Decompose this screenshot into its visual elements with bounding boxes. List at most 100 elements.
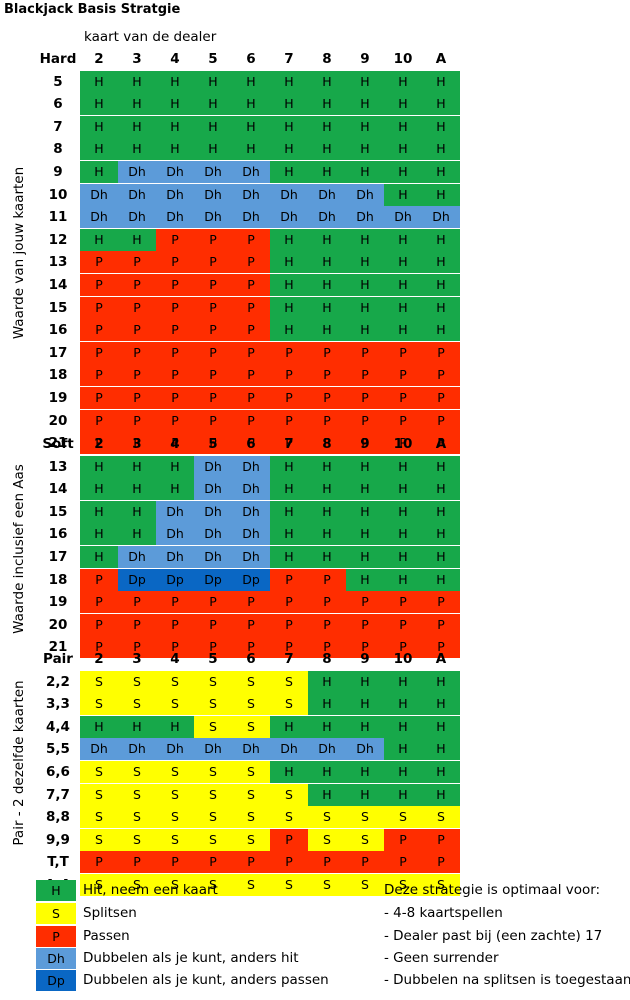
- strategy-cell: H: [308, 783, 346, 806]
- strategy-cell: H: [80, 715, 118, 738]
- strategy-cell: H: [118, 115, 156, 138]
- strategy-cell: P: [156, 228, 194, 251]
- section-title: Soft: [42, 436, 74, 452]
- strategy-cell: S: [194, 670, 232, 693]
- hand-value-label: 15: [48, 503, 68, 520]
- hand-value-label: 5,5: [46, 741, 70, 758]
- strategy-cell: H: [384, 70, 422, 93]
- strategy-cell: H: [346, 715, 384, 738]
- strategy-cell: H: [118, 500, 156, 523]
- strategy-cell: P: [270, 591, 308, 614]
- strategy-cell: P: [308, 364, 346, 387]
- strategy-cell: S: [194, 806, 232, 829]
- dealer-card-header: 10: [393, 651, 413, 667]
- hand-value-label: 5: [53, 73, 63, 90]
- legend-label: Hit, neem een kaart: [83, 882, 218, 898]
- strategy-cell: S: [194, 693, 232, 716]
- strategy-cell: H: [384, 251, 422, 274]
- strategy-cell: H: [384, 568, 422, 591]
- strategy-cell: P: [118, 432, 156, 455]
- strategy-cell: P: [80, 591, 118, 614]
- strategy-cell: H: [346, 138, 384, 161]
- strategy-cell: H: [270, 296, 308, 319]
- strategy-cell: H: [422, 523, 460, 546]
- strategy-cell: Dh: [422, 206, 460, 229]
- strategy-cell: S: [156, 874, 194, 896]
- strategy-cell: P: [422, 387, 460, 409]
- strategy-cell: H: [384, 523, 422, 546]
- strategy-cell: H: [270, 715, 308, 738]
- strategy-cell: P: [194, 341, 232, 364]
- legend-swatch: Dh: [36, 948, 76, 969]
- strategy-cell: Dh: [80, 738, 118, 761]
- strategy-cell: S: [384, 874, 422, 896]
- dealer-card-header: 8: [322, 51, 332, 67]
- strategy-cell: Dh: [308, 738, 346, 761]
- strategy-cell: P: [194, 319, 232, 342]
- strategy-cell: H: [308, 228, 346, 251]
- strategy-cell: S: [194, 783, 232, 806]
- strategy-cell: P: [118, 613, 156, 636]
- dealer-card-header: 7: [284, 51, 294, 67]
- dealer-card-header: A: [435, 436, 447, 452]
- strategy-cell: H: [384, 500, 422, 523]
- strategy-cell: P: [232, 364, 270, 387]
- strategy-cell: H: [384, 138, 422, 161]
- dealer-card-header: 9: [360, 651, 370, 667]
- strategy-cell: S: [118, 693, 156, 716]
- strategy-cell: H: [270, 228, 308, 251]
- hand-value-label: 9,9: [46, 831, 70, 848]
- strategy-cell: H: [422, 546, 460, 568]
- strategy-cell: P: [156, 591, 194, 614]
- hand-value-label: 6,6: [46, 764, 70, 780]
- strategy-cell: H: [308, 546, 346, 568]
- strategy-cell: Dh: [232, 738, 270, 761]
- strategy-cell: H: [270, 478, 308, 501]
- strategy-cell: H: [422, 228, 460, 251]
- dealer-card-header: A: [435, 651, 447, 667]
- hand-value-label: 13: [48, 458, 68, 475]
- strategy-cell: Dh: [308, 206, 346, 229]
- strategy-cell: H: [156, 93, 194, 116]
- hand-value-label: 20: [48, 616, 68, 633]
- strategy-cell: H: [308, 138, 346, 161]
- strategy-cell: P: [232, 613, 270, 636]
- strategy-cell: H: [346, 546, 384, 568]
- section-title: Hard: [39, 51, 77, 67]
- strategy-cell: H: [422, 670, 460, 693]
- strategy-cell: Dh: [346, 738, 384, 761]
- hand-value-label: 7,7: [46, 786, 70, 803]
- hand-value-label: 14: [48, 277, 68, 293]
- strategy-cell: P: [270, 851, 308, 874]
- strategy-cell: H: [118, 455, 156, 478]
- strategy-cell: P: [232, 341, 270, 364]
- strategy-cell: P: [232, 274, 270, 296]
- strategy-cell: H: [156, 715, 194, 738]
- strategy-cell: S: [232, 761, 270, 783]
- strategy-cell: Dh: [156, 183, 194, 206]
- note-item: - Dubbelen na splitsen is toegestaan: [384, 972, 630, 988]
- strategy-cell: P: [422, 432, 460, 455]
- strategy-cell: P: [308, 432, 346, 455]
- strategy-cell: H: [422, 738, 460, 761]
- strategy-cell: P: [118, 341, 156, 364]
- dealer-card-header: 2: [94, 651, 104, 667]
- strategy-cell: P: [80, 251, 118, 274]
- strategy-cell: Dh: [156, 738, 194, 761]
- strategy-cell: P: [346, 364, 384, 387]
- dealer-card-header: 10: [393, 51, 413, 67]
- strategy-cell: H: [270, 93, 308, 116]
- strategy-cell: P: [80, 568, 118, 591]
- strategy-cell: P: [232, 591, 270, 614]
- strategy-cell: H: [80, 70, 118, 93]
- strategy-cell: H: [346, 670, 384, 693]
- strategy-cell: P: [232, 319, 270, 342]
- strategy-cell: P: [232, 228, 270, 251]
- strategy-cell: S: [194, 874, 232, 896]
- strategy-cell: S: [232, 783, 270, 806]
- legend-swatch: Dp: [36, 970, 76, 991]
- strategy-cell: S: [308, 806, 346, 829]
- strategy-cell: Dh: [156, 206, 194, 229]
- strategy-cell: S: [270, 693, 308, 716]
- strategy-cell: H: [308, 296, 346, 319]
